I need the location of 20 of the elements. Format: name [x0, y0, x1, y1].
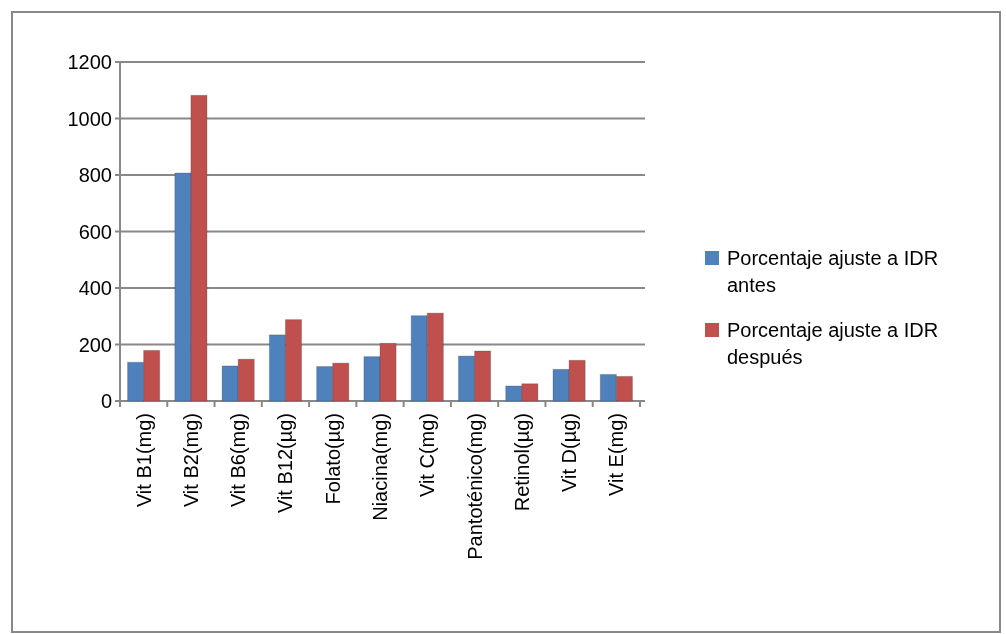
x-tick-label: Pantoténico(mg) [463, 413, 486, 560]
x-tick-label: Vit E(mg) [605, 413, 628, 496]
y-tick-label: 600 [78, 220, 112, 243]
x-tick-label: Vit B2(mg) [179, 413, 202, 508]
y-tick-label: 1200 [67, 51, 112, 73]
x-tick-label: Vit C(mg) [416, 413, 439, 498]
legend-label: Porcentaje ajuste a IDR después [727, 319, 939, 368]
x-tick-label: Vit B1(mg) [132, 413, 155, 508]
x-tick-label: Retinol(µg) [510, 413, 533, 512]
y-tick-label: 200 [78, 333, 112, 356]
x-tick-label: Vit B12(µg) [274, 413, 297, 514]
y-tick-label: 800 [78, 164, 112, 186]
x-tick-label: Vit B6(mg) [227, 413, 250, 508]
y-tick-label: 400 [78, 277, 112, 299]
x-tick-label: Vit D(µg) [558, 413, 581, 492]
x-tick-label: Folato(µg) [321, 413, 344, 505]
x-tick-label: Niacina(mg) [369, 413, 391, 521]
legend-label: Porcentaje ajuste a IDR antes [727, 247, 939, 296]
y-tick-label: 1000 [67, 107, 112, 130]
y-tick-label: 0 [100, 390, 112, 412]
